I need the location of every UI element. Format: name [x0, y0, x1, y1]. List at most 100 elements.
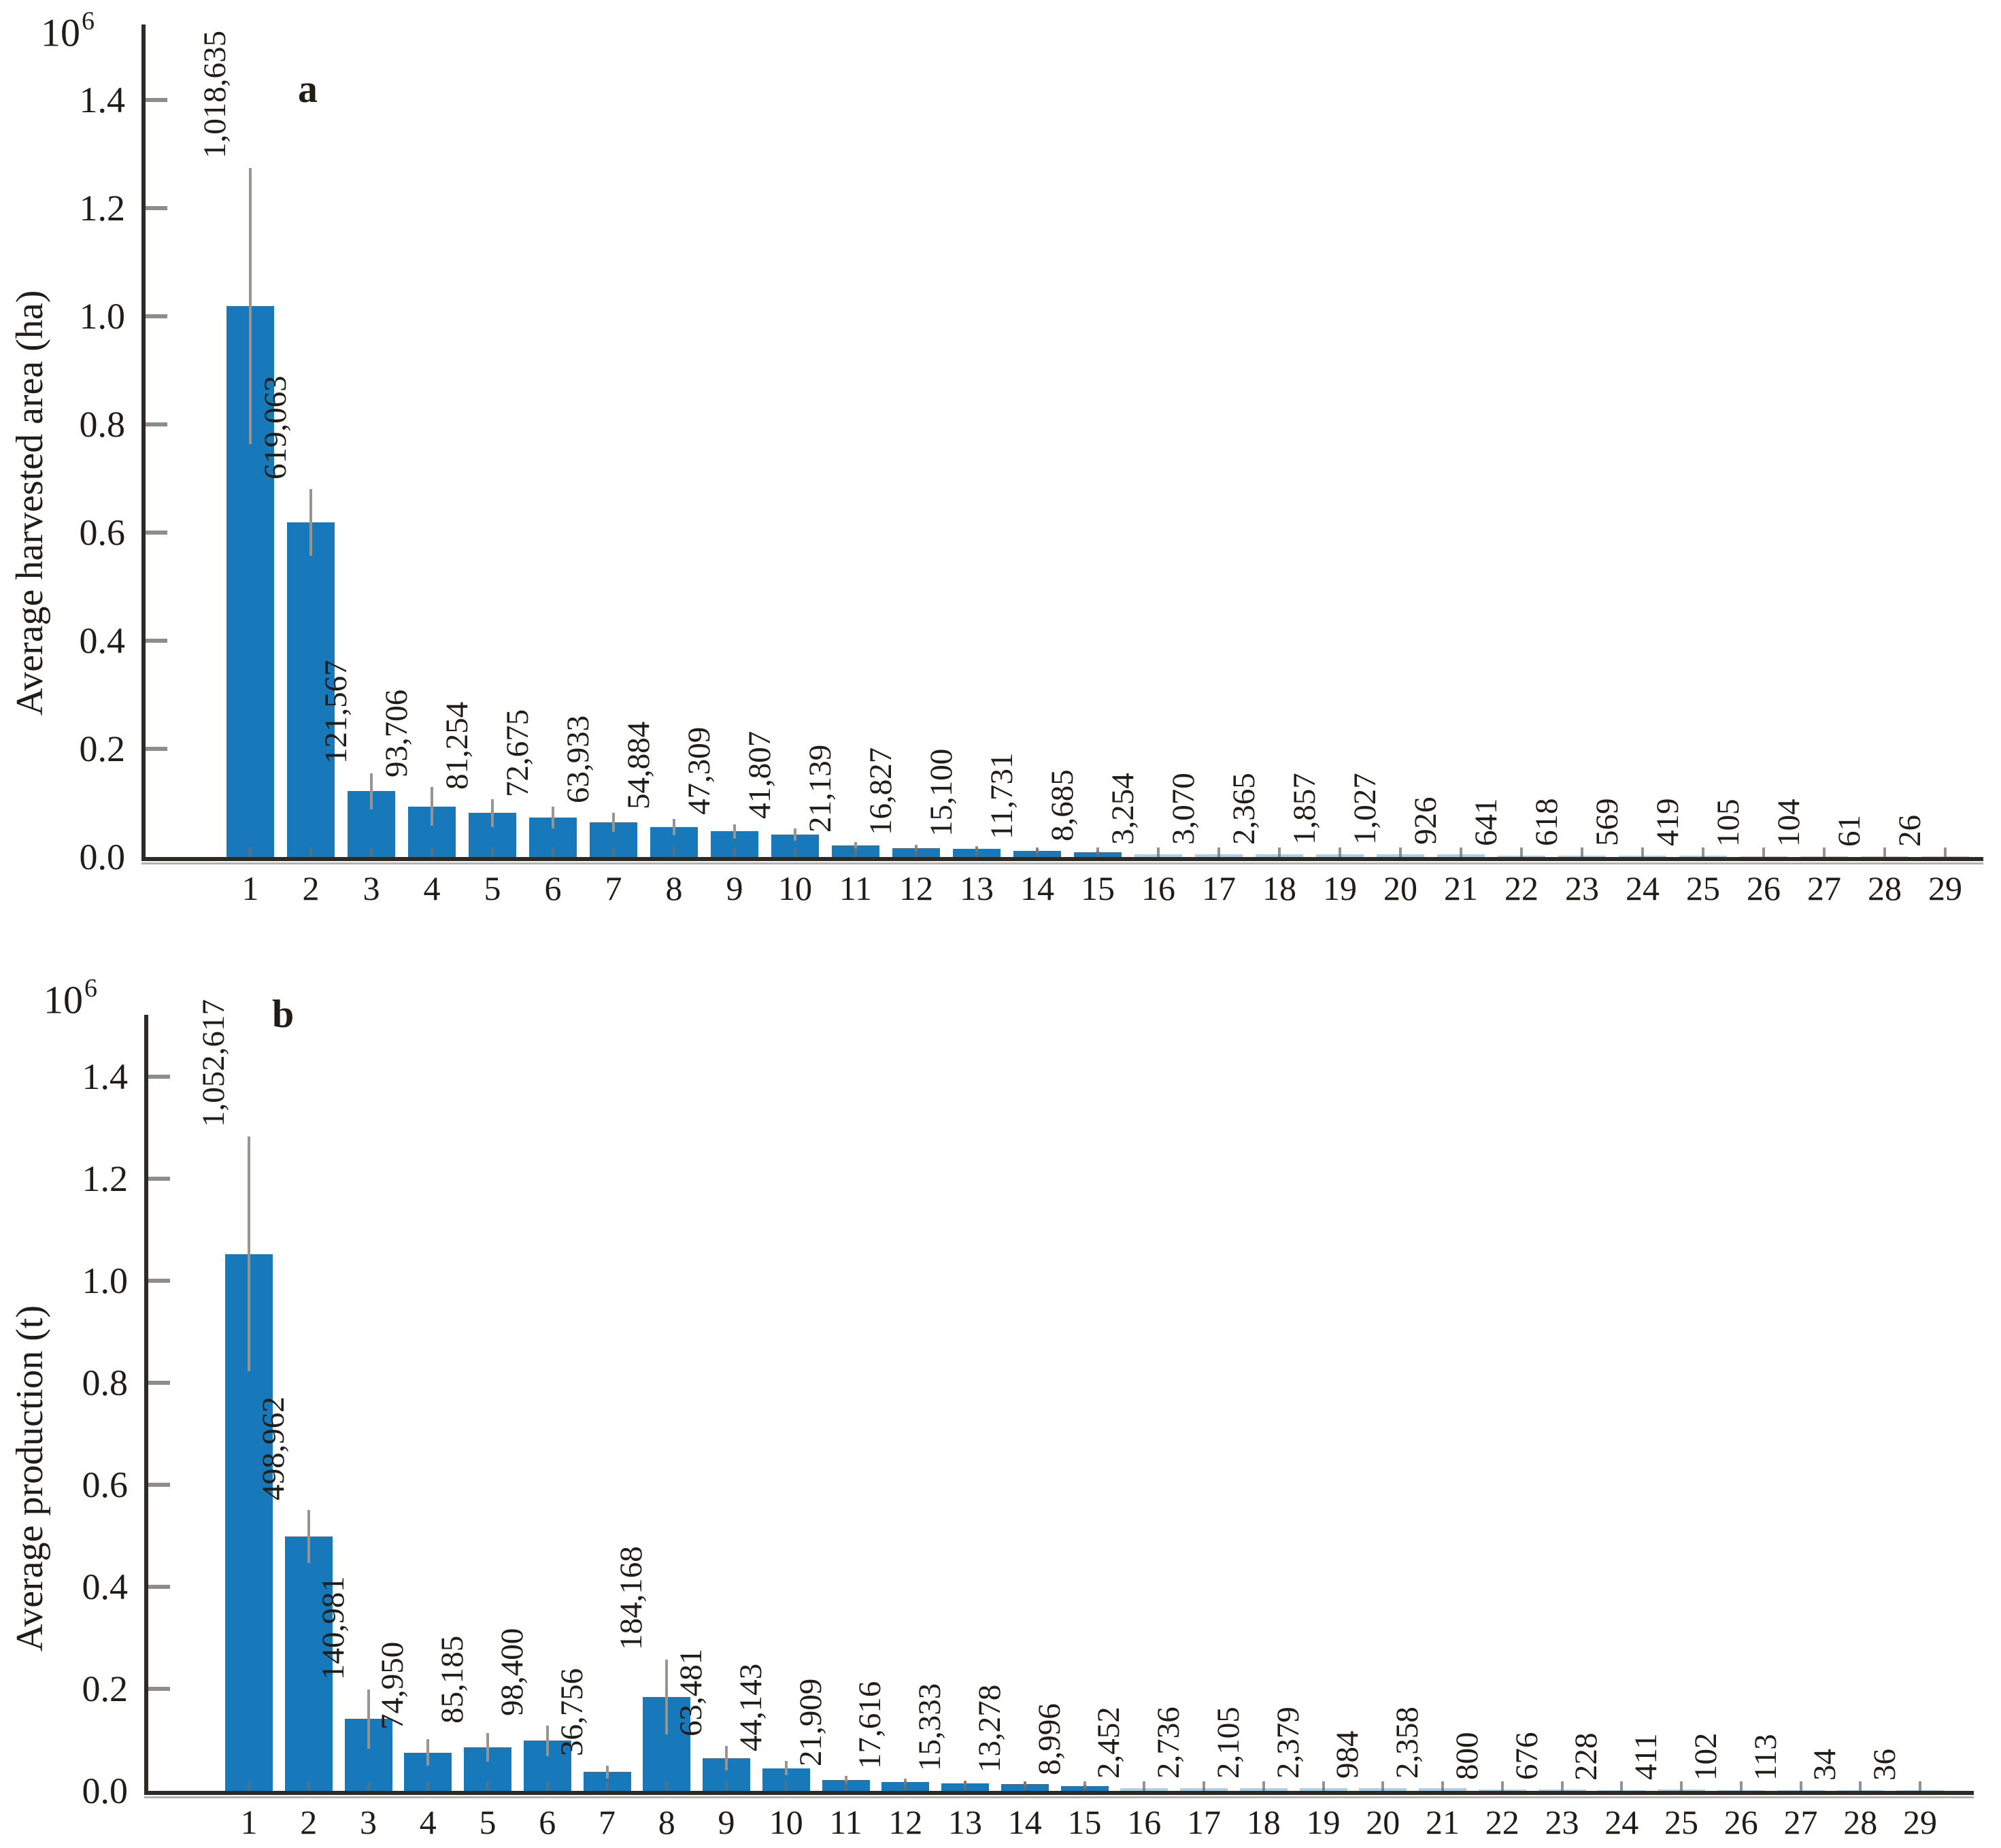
x-axis-tick	[248, 1781, 250, 1791]
x-axis-tick	[1217, 847, 1220, 857]
bar-value-label: 8,996	[1031, 1703, 1067, 1775]
x-tick-label: 25	[1686, 869, 1720, 907]
bar-value-label: 140,981	[315, 1576, 351, 1680]
x-axis-tick	[605, 1781, 609, 1791]
x-axis-tick	[1919, 1781, 1921, 1791]
y-axis-scale-label-a: 106	[41, 4, 95, 55]
x-tick-label: 21	[1444, 869, 1478, 907]
y-tick-label: 0.2	[79, 728, 126, 769]
x-axis-tick	[249, 847, 252, 857]
x-tick-label: 16	[1127, 1803, 1162, 1841]
bar-value-label: 419	[1650, 798, 1685, 846]
y-axis-tick	[148, 1585, 170, 1589]
bar-value-label: 228	[1568, 1732, 1604, 1781]
x-axis-tick	[1500, 1781, 1504, 1791]
x-tick-label: 19	[1306, 1803, 1341, 1841]
x-axis-tick	[1083, 1781, 1086, 1791]
bar-value-label: 619,063	[258, 375, 293, 480]
x-tick-label: 17	[1202, 869, 1236, 907]
x-axis-tick	[1823, 847, 1826, 857]
x-tick-label: 24	[1604, 1803, 1639, 1841]
x-tick-label: 5	[479, 1803, 497, 1841]
y-axis-tick	[146, 422, 167, 426]
scale-base: 10	[41, 10, 80, 55]
x-tick-label: 21	[1426, 1803, 1460, 1841]
bar-value-label: 21,139	[803, 744, 838, 833]
error-bar	[665, 1660, 669, 1734]
x-axis-tick	[1581, 847, 1583, 857]
panel-letter-a: a	[298, 67, 318, 111]
x-axis-tick	[1399, 847, 1402, 857]
error-bar	[431, 786, 433, 826]
x-axis-tick	[1702, 847, 1704, 857]
y-tick-label: 0.6	[82, 1464, 129, 1505]
x-axis-tick	[1739, 1781, 1743, 1791]
x-axis-tick	[794, 847, 796, 857]
bar-value-label: 81,254	[439, 701, 475, 790]
bar-value-label: 1,018,635	[197, 31, 233, 159]
bar-value-label: 98,400	[494, 1628, 530, 1716]
bar-value-label: 44,143	[733, 1664, 769, 1752]
x-tick-label: 12	[888, 1803, 923, 1841]
y-tick-label: 1.4	[79, 80, 126, 120]
x-axis-tick	[964, 1781, 966, 1791]
y-tick-label: 0.0	[82, 1770, 129, 1811]
x-axis-tick	[1278, 847, 1281, 857]
x-axis-tick	[307, 1781, 310, 1791]
x-tick-label: 17	[1187, 1803, 1221, 1841]
x-axis-shadow-line	[144, 1796, 1974, 1798]
x-axis-tick	[904, 1781, 907, 1791]
y-axis-line	[141, 24, 146, 861]
scale-exponent: 6	[84, 974, 97, 1003]
y-tick-label: 0.4	[79, 620, 126, 661]
x-tick-label: 7	[599, 1803, 616, 1841]
x-tick-label: 6	[544, 869, 562, 907]
x-axis-tick	[367, 1781, 370, 1791]
bar-value-label: 800	[1449, 1732, 1485, 1780]
bar-value-label: 21,909	[792, 1678, 828, 1766]
bar-value-label: 2,365	[1226, 773, 1262, 845]
x-axis-tick	[1762, 847, 1765, 857]
y-axis-tick	[148, 1687, 170, 1691]
x-axis-tick	[1460, 847, 1462, 857]
x-tick-label: 14	[1007, 1803, 1042, 1841]
bar	[284, 1536, 333, 1791]
x-axis-tick	[1883, 847, 1886, 857]
x-tick-label: 27	[1783, 1803, 1818, 1841]
bar-value-label: 121,567	[318, 660, 354, 765]
bar-value-label: 1,857	[1287, 773, 1322, 845]
bar-value-label: 54,884	[621, 722, 656, 810]
bar-value-label: 926	[1408, 796, 1443, 845]
x-axis-tick	[1799, 1781, 1802, 1791]
x-tick-label: 18	[1262, 869, 1296, 907]
x-tick-label: 27	[1807, 869, 1841, 907]
y-axis-tick	[146, 531, 167, 535]
x-tick-label: 7	[605, 869, 622, 907]
x-axis-tick	[612, 847, 615, 857]
x-axis-tick	[844, 1781, 847, 1791]
y-tick-label: 1.2	[79, 188, 126, 229]
bar-value-label: 498,962	[255, 1396, 291, 1500]
error-bar	[784, 1761, 788, 1776]
x-tick-label: 8	[665, 869, 683, 907]
x-tick-label: 26	[1723, 1803, 1758, 1841]
bar-value-label: 74,950	[375, 1642, 411, 1730]
bar-value-label: 411	[1628, 1732, 1664, 1780]
error-bar	[307, 1509, 310, 1563]
error-bar	[725, 1746, 728, 1771]
panel-letter-b: b	[272, 992, 295, 1036]
y-tick-label: 1.4	[82, 1056, 129, 1097]
bar-value-label: 104	[1771, 799, 1806, 847]
x-axis-tick	[1096, 847, 1099, 857]
x-tick-label: 14	[1020, 869, 1054, 907]
bar-value-label: 2,105	[1210, 1707, 1246, 1779]
error-bar	[426, 1739, 430, 1766]
x-axis-tick	[1036, 847, 1039, 857]
x-axis-tick	[1262, 1781, 1265, 1791]
error-bar	[844, 1775, 847, 1784]
x-tick-label: 20	[1383, 869, 1417, 907]
bar-value-label: 102	[1687, 1732, 1723, 1781]
x-axis-shadow-line	[141, 862, 1983, 864]
x-tick-label: 15	[1067, 1803, 1102, 1841]
